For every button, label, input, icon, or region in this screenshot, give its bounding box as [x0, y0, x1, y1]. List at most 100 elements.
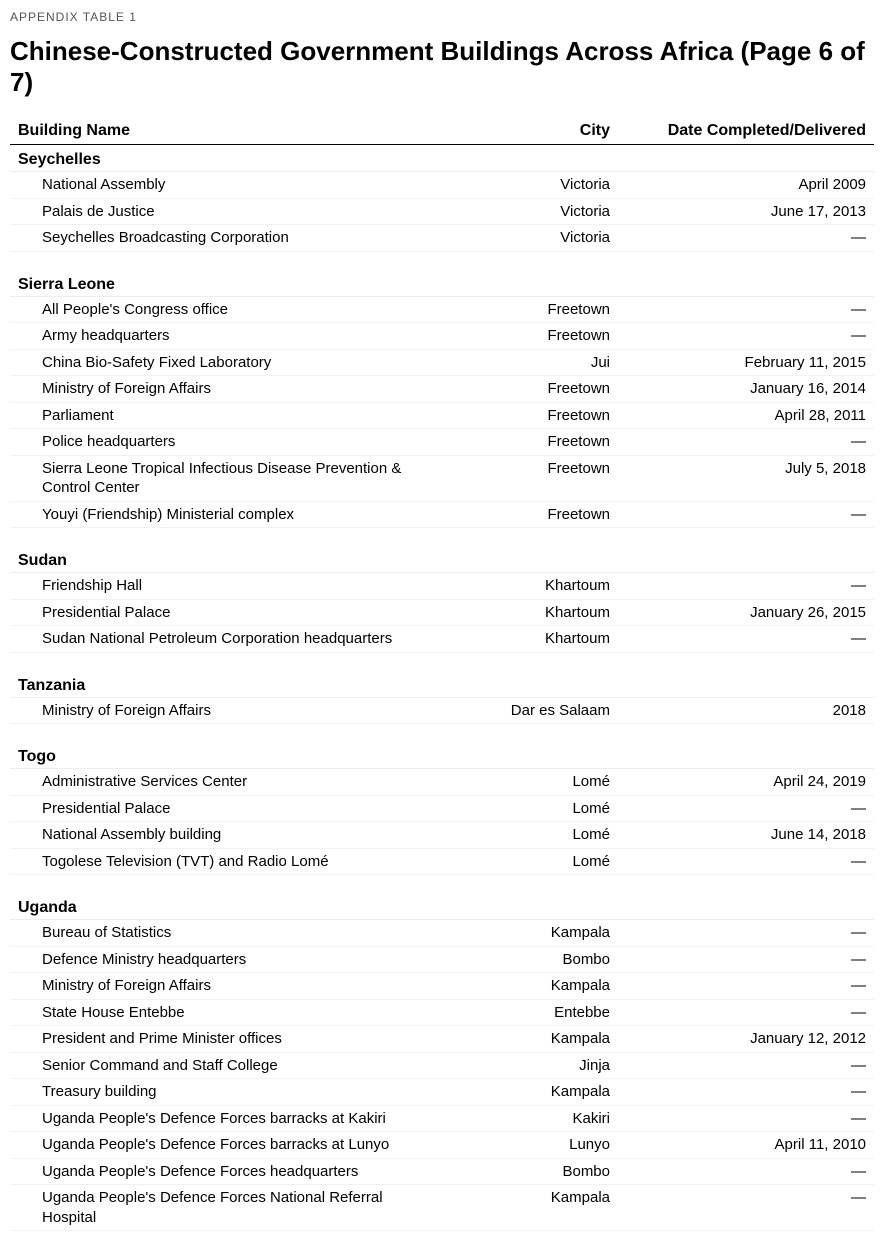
cell-building-name: Uganda People's Defence Forces barracks … — [10, 1109, 430, 1129]
cell-city: Dar es Salaam — [430, 701, 610, 721]
cell-date: April 2009 — [610, 175, 874, 195]
cell-date: — — [610, 576, 874, 596]
cell-city: Freetown — [430, 406, 610, 426]
cell-city: Kakiri — [430, 1109, 610, 1129]
cell-building-name: Palais de Justice — [10, 202, 430, 222]
cell-city: Victoria — [430, 202, 610, 222]
cell-city: Victoria — [430, 175, 610, 195]
cell-city: Lunyo — [430, 1135, 610, 1155]
table-row: Seychelles Broadcasting CorporationVicto… — [10, 225, 874, 252]
table-row: China Bio-Safety Fixed LaboratoryJuiFebr… — [10, 350, 874, 377]
cell-building-name: Treasury building — [10, 1082, 430, 1102]
table-row: Uganda People's Defence Forces headquart… — [10, 1159, 874, 1186]
table-header-row: Building Name City Date Completed/Delive… — [10, 122, 874, 145]
cell-city: Lomé — [430, 825, 610, 845]
table-row: Presidential PalaceLomé— — [10, 796, 874, 823]
table-row: Presidential PalaceKhartoumJanuary 26, 2… — [10, 600, 874, 627]
cell-date: January 16, 2014 — [610, 379, 874, 399]
cell-building-name: Youyi (Friendship) Ministerial complex — [10, 505, 430, 525]
cell-city: Khartoum — [430, 629, 610, 649]
country-header: Tanzania — [10, 673, 874, 698]
cell-date: — — [610, 1188, 874, 1227]
table-row: Bureau of StatisticsKampala— — [10, 920, 874, 947]
cell-city: Lomé — [430, 852, 610, 872]
cell-building-name: Defence Ministry headquarters — [10, 950, 430, 970]
table-row: Administrative Services CenterLoméApril … — [10, 769, 874, 796]
cell-building-name: State House Entebbe — [10, 1003, 430, 1023]
group-spacer — [10, 528, 874, 548]
table-row: National AssemblyVictoriaApril 2009 — [10, 172, 874, 199]
table-row: Senior Command and Staff CollegeJinja— — [10, 1053, 874, 1080]
table-row: Youyi (Friendship) Ministerial complexFr… — [10, 502, 874, 529]
table-body: SeychellesNational AssemblyVictoriaApril… — [10, 147, 874, 1231]
cell-date: — — [610, 228, 874, 248]
cell-date: — — [610, 1056, 874, 1076]
cell-date: April 11, 2010 — [610, 1135, 874, 1155]
cell-city: Kampala — [430, 1188, 610, 1227]
cell-building-name: Ministry of Foreign Affairs — [10, 701, 430, 721]
cell-city: Kampala — [430, 1029, 610, 1049]
cell-date: July 5, 2018 — [610, 459, 874, 498]
cell-city: Freetown — [430, 300, 610, 320]
cell-building-name: Police headquarters — [10, 432, 430, 452]
cell-building-name: Presidential Palace — [10, 799, 430, 819]
cell-building-name: Ministry of Foreign Affairs — [10, 379, 430, 399]
cell-date: June 14, 2018 — [610, 825, 874, 845]
cell-building-name: All People's Congress office — [10, 300, 430, 320]
cell-city: Jui — [430, 353, 610, 373]
cell-date: January 12, 2012 — [610, 1029, 874, 1049]
cell-date: — — [610, 1003, 874, 1023]
cell-date: — — [610, 432, 874, 452]
table-row: Police headquartersFreetown— — [10, 429, 874, 456]
country-header: Seychelles — [10, 147, 874, 172]
appendix-label: APPENDIX TABLE 1 — [10, 10, 874, 24]
cell-building-name: Presidential Palace — [10, 603, 430, 623]
table-row: Ministry of Foreign AffairsKampala— — [10, 973, 874, 1000]
cell-date: — — [610, 1162, 874, 1182]
cell-city: Entebbe — [430, 1003, 610, 1023]
table-row: Uganda People's Defence Forces National … — [10, 1185, 874, 1231]
table-row: Army headquartersFreetown— — [10, 323, 874, 350]
cell-building-name: National Assembly building — [10, 825, 430, 845]
cell-building-name: National Assembly — [10, 175, 430, 195]
cell-building-name: Togolese Television (TVT) and Radio Lomé — [10, 852, 430, 872]
cell-date: — — [610, 1082, 874, 1102]
cell-date: — — [610, 629, 874, 649]
table-row: Palais de JusticeVictoriaJune 17, 2013 — [10, 199, 874, 226]
cell-city: Victoria — [430, 228, 610, 248]
cell-date: — — [610, 923, 874, 943]
cell-city: Jinja — [430, 1056, 610, 1076]
cell-building-name: Senior Command and Staff College — [10, 1056, 430, 1076]
cell-city: Freetown — [430, 326, 610, 346]
cell-city: Khartoum — [430, 576, 610, 596]
country-header: Sudan — [10, 548, 874, 573]
table-row: Treasury buildingKampala— — [10, 1079, 874, 1106]
cell-city: Lomé — [430, 772, 610, 792]
cell-date: April 28, 2011 — [610, 406, 874, 426]
header-city: City — [430, 122, 610, 140]
table-row: Ministry of Foreign AffairsFreetownJanua… — [10, 376, 874, 403]
cell-city: Bombo — [430, 1162, 610, 1182]
cell-building-name: Friendship Hall — [10, 576, 430, 596]
cell-city: Lomé — [430, 799, 610, 819]
cell-date: January 26, 2015 — [610, 603, 874, 623]
cell-building-name: China Bio-Safety Fixed Laboratory — [10, 353, 430, 373]
cell-city: Khartoum — [430, 603, 610, 623]
table-row: ParliamentFreetownApril 28, 2011 — [10, 403, 874, 430]
cell-building-name: Uganda People's Defence Forces headquart… — [10, 1162, 430, 1182]
cell-city: Bombo — [430, 950, 610, 970]
cell-date: — — [610, 505, 874, 525]
table-row: President and Prime Minister officesKamp… — [10, 1026, 874, 1053]
cell-building-name: Seychelles Broadcasting Corporation — [10, 228, 430, 248]
table-row: All People's Congress officeFreetown— — [10, 297, 874, 324]
group-spacer — [10, 724, 874, 744]
table-row: Defence Ministry headquartersBombo— — [10, 947, 874, 974]
cell-city: Kampala — [430, 1082, 610, 1102]
cell-date: February 11, 2015 — [610, 353, 874, 373]
cell-date: — — [610, 1109, 874, 1129]
cell-building-name: Sudan National Petroleum Corporation hea… — [10, 629, 430, 649]
page-title: Chinese-Constructed Government Buildings… — [10, 36, 874, 98]
table-row: Friendship HallKhartoum— — [10, 573, 874, 600]
table-row: Uganda People's Defence Forces barracks … — [10, 1106, 874, 1133]
cell-date: June 17, 2013 — [610, 202, 874, 222]
